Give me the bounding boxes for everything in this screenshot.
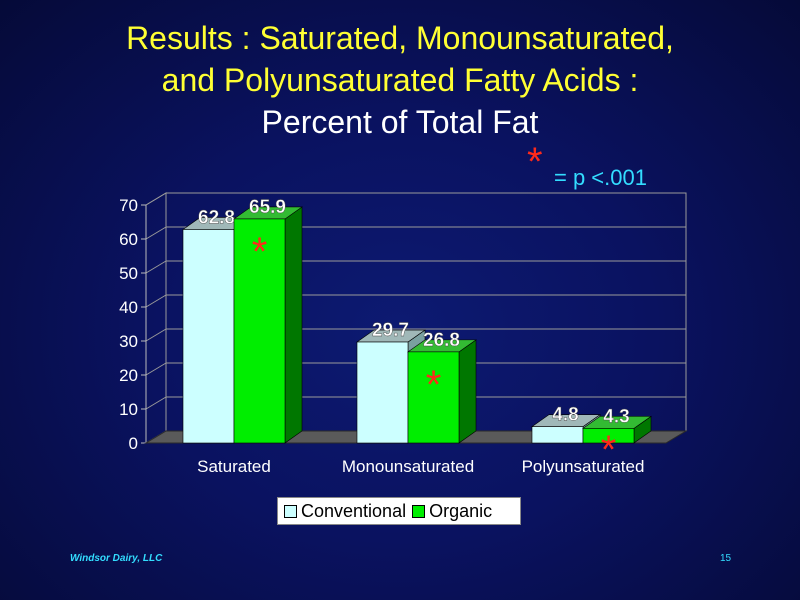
y-tick-label: 50 bbox=[119, 264, 138, 283]
gridline-side bbox=[145, 328, 167, 342]
x-tick-label: Monounsaturated bbox=[342, 457, 474, 476]
chart-side-wall bbox=[145, 192, 167, 444]
gridline-side bbox=[145, 294, 167, 308]
x-tick-label: Polyunsaturated bbox=[522, 457, 645, 476]
legend-item-conventional: Conventional bbox=[284, 501, 406, 522]
y-tick-label: 60 bbox=[119, 230, 138, 249]
legend-swatch-organic bbox=[412, 504, 426, 518]
gridline-side bbox=[145, 260, 167, 274]
data-label: 4.3 bbox=[603, 406, 629, 427]
significance-marker: * bbox=[527, 140, 543, 184]
x-tick-label: Saturated bbox=[197, 457, 271, 476]
y-tick-label: 10 bbox=[119, 400, 138, 419]
data-label: 29.7 bbox=[372, 320, 409, 341]
bar-side-organic bbox=[284, 206, 303, 444]
significance-star: * bbox=[601, 428, 617, 472]
bar-organic-monounsaturated bbox=[407, 351, 460, 444]
y-tick-label: 40 bbox=[119, 298, 138, 317]
legend-label-organic: Organic bbox=[429, 500, 493, 521]
legend-label-conventional: Conventional bbox=[301, 500, 407, 521]
gridline-side bbox=[145, 192, 167, 206]
y-tick-label: 30 bbox=[119, 332, 138, 351]
significance-star: * bbox=[252, 230, 268, 274]
footer-company: Windsor Dairy, LLC bbox=[70, 553, 163, 564]
bar-conventional-polyunsaturated bbox=[531, 426, 584, 444]
data-label: 4.8 bbox=[552, 405, 578, 426]
title-line-3: Percent of Total Fat bbox=[261, 104, 539, 140]
bar-side-organic bbox=[458, 339, 477, 444]
gridline-side bbox=[145, 396, 167, 410]
bar-organic-polyunsaturated bbox=[582, 428, 635, 444]
legend-item-organic: Organic bbox=[412, 501, 492, 522]
chart-legend: Conventional Organic bbox=[277, 497, 521, 525]
significance-star: * bbox=[426, 363, 442, 407]
gridline-side bbox=[145, 362, 167, 376]
data-label: 62.8 bbox=[198, 207, 235, 228]
legend-swatch-conventional bbox=[284, 504, 297, 518]
gridline-side bbox=[145, 226, 167, 240]
slide-number: 15 bbox=[720, 553, 732, 564]
title-line-2: and Polyunsaturated Fatty Acids : bbox=[161, 62, 639, 98]
bar-organic-saturated bbox=[233, 218, 286, 444]
bar-conventional-saturated bbox=[182, 229, 235, 444]
y-tick-label: 20 bbox=[119, 366, 138, 385]
significance-text: = p <.001 bbox=[554, 165, 647, 190]
title-line-1: Results : Saturated, Monounsaturated, bbox=[126, 20, 674, 56]
y-tick-label: 70 bbox=[119, 196, 138, 215]
data-label: 65.9 bbox=[249, 197, 286, 218]
y-tick-label: 0 bbox=[129, 434, 138, 453]
bar-conventional-monounsaturated bbox=[356, 341, 409, 444]
data-label: 26.8 bbox=[423, 330, 460, 351]
